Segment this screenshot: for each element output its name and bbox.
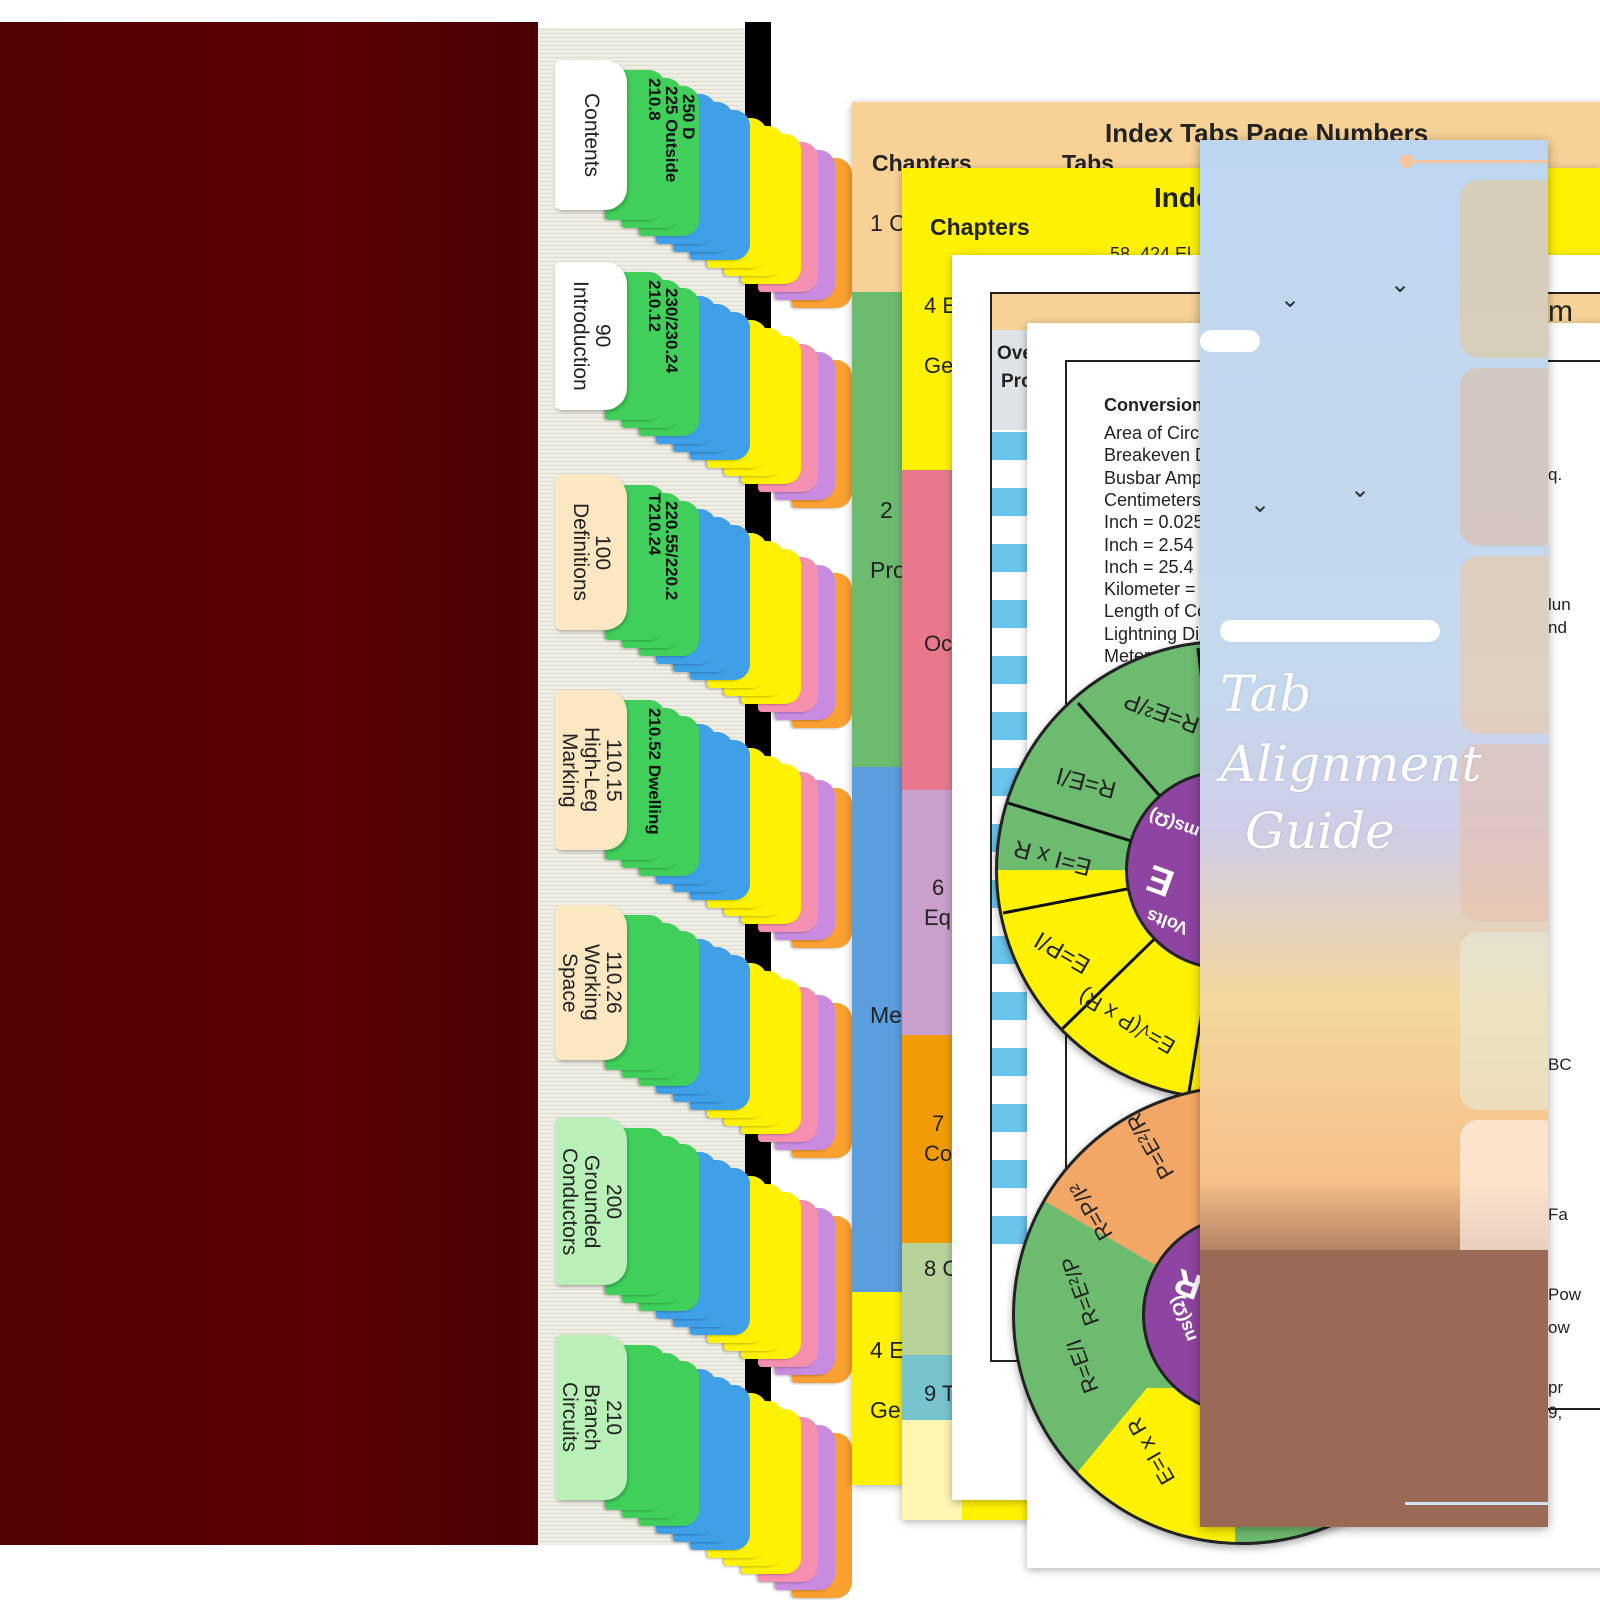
subtab-label: 220.55/220.2 — [662, 501, 681, 601]
subtab-label: 225 Outside — [662, 86, 681, 183]
tab-label[interactable]: 210 Branch Circuits — [555, 1335, 627, 1500]
bird-icon: ⌄ — [1390, 271, 1411, 298]
formula: R=E²/P — [1056, 1253, 1105, 1330]
row-text: 1 C — [870, 210, 906, 236]
conversion-line: Kilometer = — [1104, 579, 1196, 600]
conversion-line: Breakeven D — [1104, 445, 1209, 466]
tab-label[interactable]: 200 Grounded Conductors — [555, 1118, 627, 1285]
header-text: Pro — [1001, 371, 1033, 392]
tab-label[interactable]: 90 Introduction — [555, 262, 627, 410]
bird-icon: ⌄ — [1350, 476, 1371, 503]
partial-text: m — [1548, 295, 1573, 328]
subtab-label: 210.12 — [645, 280, 664, 332]
partial-text: ow — [1548, 1318, 1570, 1337]
subtab-label: 250 D — [679, 94, 698, 140]
formula: R=E/I — [1061, 1335, 1104, 1397]
tab-label-text: 110.26 Working Space — [557, 944, 626, 1021]
tab-label-text: 90 Introduction — [569, 281, 615, 391]
tab-label-text: 200 Grounded Conductors — [557, 1147, 626, 1256]
partial-text: q. — [1548, 465, 1563, 484]
subtab-label: 210.52 Dwelling — [645, 708, 664, 835]
partial-text: Fa — [1548, 1205, 1568, 1224]
tab-section: 220.55/220.2 T210.24 100 Definitions — [555, 475, 852, 728]
tab-label[interactable]: 100 Definitions — [555, 475, 627, 630]
formula: P=E²/R — [1121, 1109, 1180, 1184]
row-text: Ge — [870, 1397, 901, 1423]
formula: R=P/I² — [1064, 1177, 1118, 1245]
row-text: Co — [924, 1141, 953, 1166]
binder-cover — [0, 22, 538, 1545]
partial-text: nd — [1548, 618, 1567, 637]
conversion-line: Inch = 2.54 — [1104, 534, 1194, 555]
cloud — [1200, 330, 1260, 352]
row-text: 2 — [880, 497, 893, 523]
tab-label-text: 210 Branch Circuits — [557, 1382, 626, 1453]
partial-text: pr — [1548, 1378, 1564, 1397]
tab-label[interactable]: Contents — [555, 60, 627, 210]
row-text: 4 E — [870, 1337, 905, 1363]
header-text: Ove — [997, 343, 1033, 364]
bookmark-title: Tab — [1220, 665, 1312, 723]
ruler-line-top — [1405, 160, 1548, 163]
tab-label-text: Contents — [580, 92, 604, 178]
tab-label-text: 100 Definitions — [569, 503, 615, 602]
row-text: 6 — [932, 875, 945, 900]
partial-text: lun — [1548, 595, 1571, 614]
tab-alignment-guide-bookmark: Tab Alignment Guide ⌄ ⌄ ⌄ ⌄ — [1200, 140, 1548, 1527]
row-text: Ge — [924, 353, 954, 378]
bird-icon: ⌄ — [1280, 286, 1301, 313]
conversion-line: Centimeters — [1104, 489, 1202, 510]
conversion-line: Busbar Amp — [1104, 467, 1203, 488]
ruler-dot — [1400, 154, 1414, 168]
conversion-line: Length of Co — [1104, 601, 1208, 622]
row-text: 9 T — [924, 1381, 956, 1406]
subtab-label: 230/230.24 — [662, 288, 681, 374]
conversion-title: Conversion — [1104, 395, 1204, 415]
tab-section: 210.52 Dwelling 110.15 High-Leg Marking — [555, 690, 852, 948]
conversion-line: Inch = 0.025 — [1104, 512, 1204, 533]
row-text: 7 — [932, 1111, 945, 1136]
partial-text: BC — [1548, 1055, 1572, 1074]
partial-text: 9, — [1548, 1403, 1563, 1422]
row-text: Eq — [924, 905, 951, 930]
row-text: Pro — [870, 557, 906, 583]
tab-label[interactable]: 110.26 Working Space — [555, 905, 627, 1060]
row-text: 4 E — [924, 293, 958, 318]
subtab-label: 210.8 — [645, 78, 664, 121]
tab-section: 250 D 225 Outside 210.8 Contents — [555, 60, 852, 308]
tab-section: 110.26 Working Space — [555, 905, 852, 1158]
tab-label[interactable]: 110.15 High-Leg Marking — [555, 690, 627, 850]
tab-label-text: 110.15 High-Leg Marking — [557, 727, 626, 813]
tab-section: 230/230.24 210.12 90 Introduction — [555, 262, 852, 508]
tab-section: 210 Branch Circuits — [555, 1335, 852, 1598]
subtab-label: T210.24 — [645, 493, 664, 556]
col-chapters: Chapters — [930, 214, 1030, 240]
row-text: Oc — [924, 631, 953, 656]
cloud — [1220, 620, 1440, 642]
bookmark-title: Alignment — [1220, 735, 1482, 793]
ruler-line-bottom — [1405, 1502, 1548, 1505]
conversion-line: Lightning Di — [1104, 623, 1200, 644]
conversion-line: Inch = 25.4 — [1104, 556, 1194, 577]
partial-text: Pow — [1548, 1285, 1582, 1304]
bird-icon: ⌄ — [1250, 491, 1271, 518]
bookmark-title: Guide — [1245, 802, 1395, 860]
tab-section: 200 Grounded Conductors — [555, 1118, 852, 1383]
ground — [1200, 1250, 1548, 1527]
conversion-line: Area of Circl — [1104, 423, 1204, 443]
